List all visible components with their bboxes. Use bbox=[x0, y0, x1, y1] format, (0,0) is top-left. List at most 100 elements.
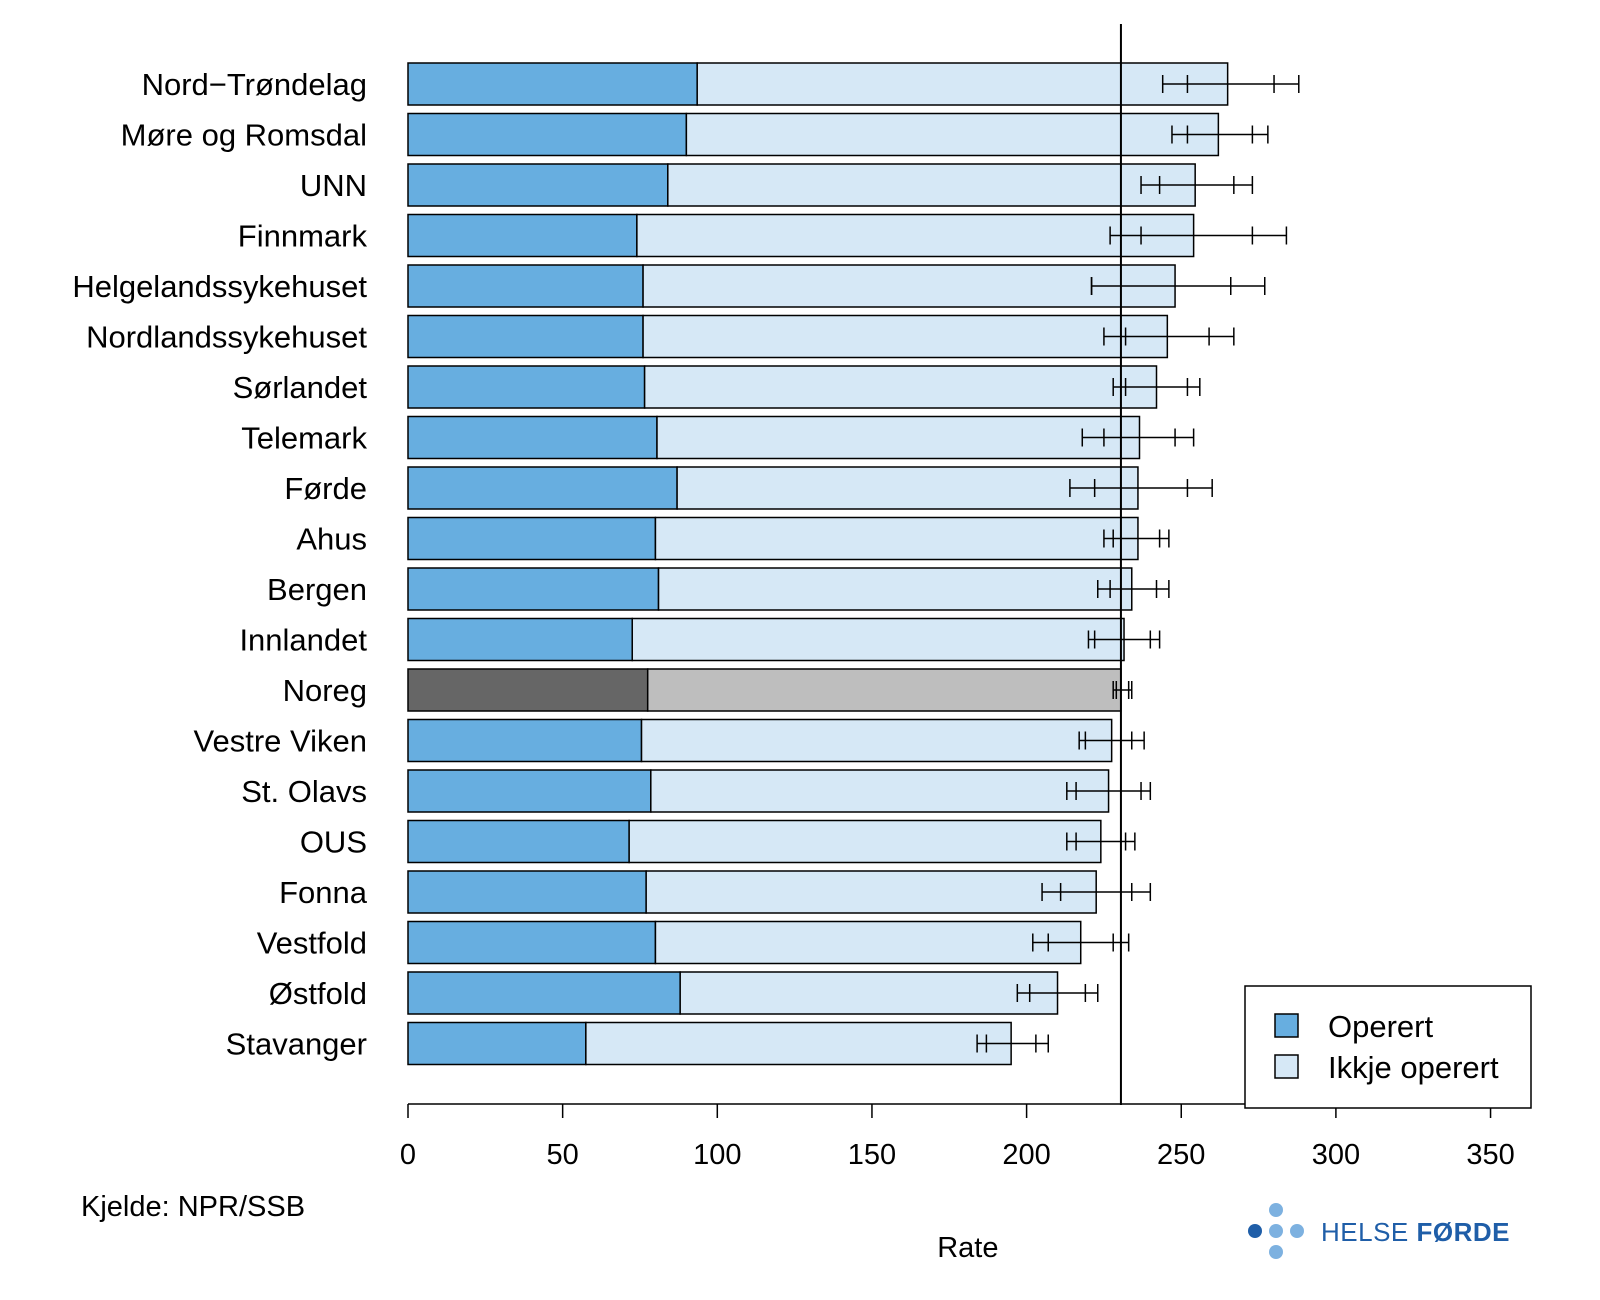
bar-operert-vestfold bbox=[407, 920, 657, 965]
category-label-nord-trøndelag: Nord−Trøndelag bbox=[142, 67, 367, 102]
error-bar-unn bbox=[1140, 176, 1254, 194]
bar-ikkje-operert-ahus bbox=[654, 516, 1139, 561]
bar-ikkje-operert-telemark bbox=[656, 415, 1141, 460]
x-tick-label-200: 200 bbox=[1002, 1139, 1050, 1171]
category-label-noreg: Noreg bbox=[283, 673, 367, 708]
bar-ikkje-operert-fonna bbox=[645, 870, 1097, 914]
category-label-innlandet: Innlandet bbox=[239, 623, 367, 658]
x-tick-label-300: 300 bbox=[1312, 1139, 1360, 1171]
x-tick-label-50: 50 bbox=[547, 1139, 579, 1171]
x-tick-label-100: 100 bbox=[693, 1139, 741, 1171]
bar-operert-st-olavs bbox=[407, 769, 652, 813]
bar-operert-unn bbox=[407, 163, 669, 207]
error-bar-st-olavs bbox=[1066, 782, 1152, 800]
category-label-fonna: Fonna bbox=[279, 875, 368, 910]
category-label-st-olavs: St. Olavs bbox=[241, 774, 367, 809]
logo-dot-right bbox=[1290, 1224, 1304, 1238]
logo-dot-center bbox=[1269, 1224, 1283, 1238]
bar-ikkje-operert-helgelandssykehuset bbox=[642, 264, 1176, 308]
bar-operert-møre-og-romsdal bbox=[407, 112, 688, 157]
legend-label-operert: Operert bbox=[1328, 1009, 1433, 1044]
bar-ikkje-operert-innlandet bbox=[631, 617, 1125, 662]
legend-box bbox=[1244, 985, 1532, 1109]
bar-operert-finnmark bbox=[407, 213, 638, 258]
logo-dot-top bbox=[1269, 1203, 1283, 1217]
x-tick-label-350: 350 bbox=[1466, 1139, 1514, 1171]
error-bar-finnmark bbox=[1109, 226, 1288, 245]
bar-ikkje-operert-bergen bbox=[657, 567, 1133, 611]
category-label-vestre-viken: Vestre Viken bbox=[194, 724, 367, 759]
bar-ikkje-operert-nord-trøndelag bbox=[696, 62, 1229, 106]
bar-ikkje-operert-stavanger bbox=[585, 1021, 1012, 1066]
bar-ikkje-operert-sørlandet bbox=[643, 365, 1158, 409]
bar-operert-innlandet bbox=[407, 617, 633, 662]
category-labels: Nord−Trøndelag Møre og Romsdal UNN Finnmark… bbox=[72, 67, 367, 1062]
category-label-finnmark: Finnmark bbox=[238, 219, 368, 254]
legend-label-ikkje-operert: Ikkje operert bbox=[1328, 1050, 1499, 1085]
bar-operert-fonna bbox=[407, 870, 647, 914]
bar-operert-nord-trøndelag bbox=[407, 62, 698, 106]
x-axis: 0 50 100 150 200 250 300 350 bbox=[400, 1103, 1515, 1171]
bar-ikkje-operert-vestfold bbox=[654, 920, 1082, 965]
logo-text-helse: HELSE bbox=[1321, 1217, 1417, 1247]
legend-swatch-ikkje-operert bbox=[1274, 1054, 1299, 1079]
bar-ikkje-operert-finnmark bbox=[636, 213, 1195, 258]
category-label-stavanger: Stavanger bbox=[226, 1027, 367, 1062]
bar-ikkje-operert-førde bbox=[676, 466, 1139, 510]
bar-operert-nordlandssykehuset bbox=[407, 314, 644, 359]
bar-operert-bergen bbox=[407, 567, 660, 611]
bar-ikkje-operert-vestre-viken bbox=[640, 718, 1113, 763]
error-bar-bergen bbox=[1096, 580, 1170, 598]
bar-operert-østfold bbox=[407, 971, 681, 1015]
error-bar-sørlandet bbox=[1112, 378, 1201, 396]
logo-dot-left bbox=[1248, 1224, 1262, 1238]
x-tick-label-0: 0 bbox=[400, 1139, 416, 1171]
legend-swatch-operert bbox=[1274, 1013, 1299, 1038]
category-label-ous: OUS bbox=[300, 825, 367, 860]
x-axis-title: Rate bbox=[937, 1232, 998, 1264]
bar-ikkje-operert-østfold bbox=[679, 971, 1059, 1015]
category-label-møre-og-romsdal: Møre og Romsdal bbox=[121, 118, 367, 153]
bar-operert-noreg bbox=[407, 668, 649, 712]
error-bar-østfold bbox=[1016, 984, 1099, 1002]
bar-ikkje-operert-ous bbox=[628, 819, 1102, 864]
bar-operert-førde bbox=[407, 466, 678, 510]
error-bar-noreg bbox=[1112, 681, 1133, 699]
category-label-telemark: Telemark bbox=[241, 421, 367, 456]
logo-text-forde: FØRDE bbox=[1417, 1217, 1511, 1247]
error-bar-innlandet bbox=[1087, 630, 1161, 649]
category-label-helgelandssykehuset: Helgelandssykehuset bbox=[72, 269, 367, 304]
bar-operert-stavanger bbox=[407, 1021, 587, 1066]
bar-operert-vestre-viken bbox=[407, 718, 643, 763]
bar-operert-telemark bbox=[407, 415, 658, 460]
error-bar-nord-trøndelag bbox=[1161, 75, 1300, 93]
category-label-unn: UNN bbox=[300, 168, 367, 203]
category-label-nordlandssykehuset: Nordlandssykehuset bbox=[86, 320, 367, 355]
category-label-vestfold: Vestfold bbox=[257, 926, 367, 961]
bar-ikkje-operert-møre-og-romsdal bbox=[685, 112, 1220, 157]
bar-ikkje-operert-noreg bbox=[646, 668, 1122, 712]
bar-ikkje-operert-st-olavs bbox=[650, 769, 1110, 813]
helse-forde-logo: HELSE FØRDE bbox=[1248, 1203, 1510, 1259]
bar-operert-sørlandet bbox=[407, 365, 646, 409]
error-bar-vestre-viken bbox=[1078, 731, 1145, 750]
bar-ikkje-operert-nordlandssykehuset bbox=[642, 314, 1169, 359]
category-label-sørlandet: Sørlandet bbox=[233, 370, 368, 405]
x-tick-label-250: 250 bbox=[1157, 1139, 1205, 1171]
bar-ikkje-operert-unn bbox=[667, 163, 1196, 207]
category-label-ahus: Ahus bbox=[296, 522, 367, 557]
error-bar-møre-og-romsdal bbox=[1171, 125, 1269, 144]
error-bar-ous bbox=[1066, 832, 1136, 851]
logo-dot-bottom bbox=[1269, 1245, 1283, 1259]
bar-operert-helgelandssykehuset bbox=[407, 264, 644, 308]
error-bar-førde bbox=[1069, 479, 1213, 497]
category-label-østfold: Østfold bbox=[269, 976, 367, 1011]
category-label-bergen: Bergen bbox=[267, 572, 367, 607]
error-bar-telemark bbox=[1081, 428, 1195, 447]
logo-wordmark: HELSE FØRDE bbox=[1321, 1217, 1510, 1247]
error-bar-vestfold bbox=[1032, 933, 1130, 952]
source-note: Kjelde: NPR/SSB bbox=[81, 1191, 305, 1223]
x-tick-label-150: 150 bbox=[848, 1139, 896, 1171]
error-bar-fonna bbox=[1041, 883, 1152, 901]
